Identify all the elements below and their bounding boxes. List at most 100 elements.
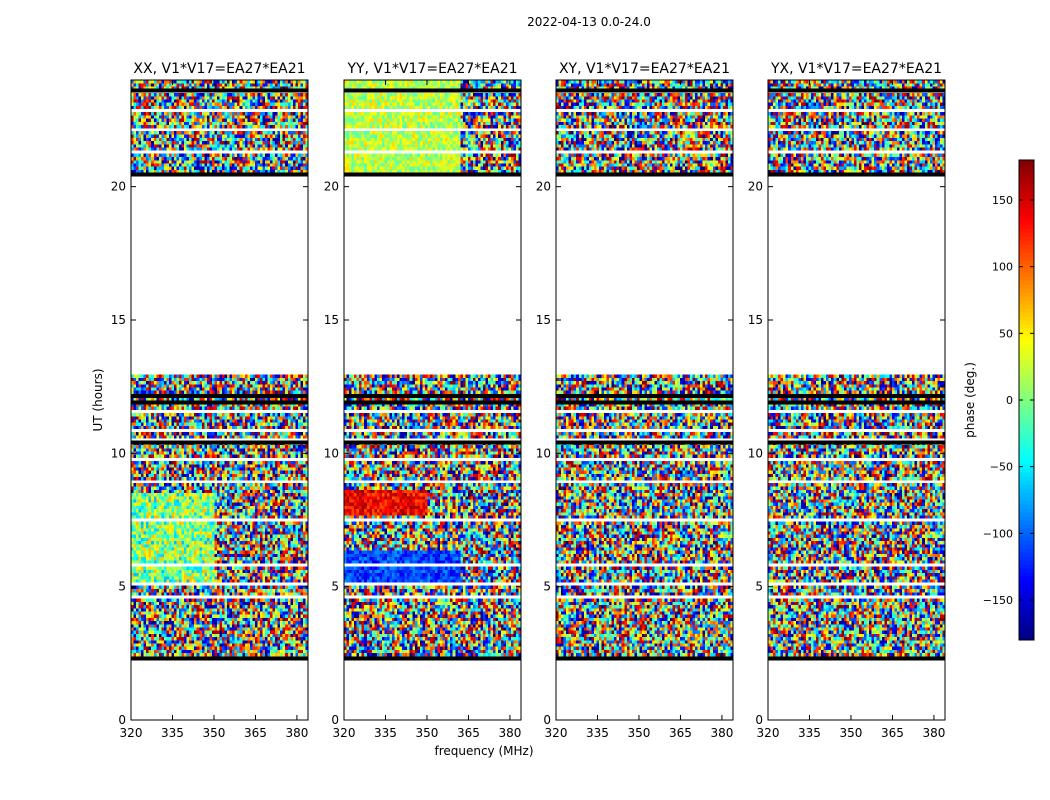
colorbar-swatch: [1019, 296, 1034, 301]
colorbar-swatch: [1019, 412, 1034, 417]
colorbar-tick-label: −50: [990, 461, 1013, 474]
colorbar-swatch: [1019, 404, 1034, 409]
y-tick-label: 20: [324, 180, 339, 194]
colorbar-swatch: [1019, 392, 1034, 397]
colorbar-swatch: [1019, 616, 1034, 621]
colorbar-swatch: [1019, 520, 1034, 525]
colorbar-swatch: [1019, 628, 1034, 633]
colorbar-swatch: [1019, 352, 1034, 357]
colorbar-swatch: [1019, 284, 1034, 289]
colorbar-swatch: [1019, 544, 1034, 549]
x-tick-label: 380: [498, 726, 521, 740]
colorbar-swatch: [1019, 364, 1034, 369]
y-tick-label: 0: [331, 713, 339, 727]
panel-title: YY, V1*V17=EA27*EA21: [346, 61, 517, 77]
colorbar-swatch: [1019, 472, 1034, 477]
colorbar-swatch: [1019, 584, 1034, 589]
colorbar-swatch: [1019, 532, 1034, 537]
colorbar-swatch: [1019, 456, 1034, 461]
colorbar-swatch: [1019, 504, 1034, 509]
colorbar-swatch: [1019, 292, 1034, 297]
colorbar-swatch: [1019, 556, 1034, 561]
colorbar-swatch: [1019, 216, 1034, 221]
y-tick-label: 5: [331, 580, 339, 594]
colorbar-swatch: [1019, 244, 1034, 249]
colorbar-swatch: [1019, 536, 1034, 541]
colorbar-swatch: [1019, 408, 1034, 413]
x-tick-label: 350: [840, 726, 863, 740]
colorbar-swatch: [1019, 552, 1034, 557]
colorbar-swatch: [1019, 528, 1034, 533]
x-tick-label: 365: [669, 726, 692, 740]
colorbar-swatch: [1019, 484, 1034, 489]
y-tick-label: 10: [536, 446, 551, 460]
colorbar-tick-label: 150: [992, 194, 1013, 207]
x-tick-label: 380: [285, 726, 308, 740]
x-tick-label: 320: [333, 726, 356, 740]
colorbar-swatch: [1019, 224, 1034, 229]
colorbar-swatch: [1019, 252, 1034, 257]
colorbar-swatch: [1019, 220, 1034, 225]
colorbar-swatch: [1019, 304, 1034, 309]
y-tick-label: 0: [543, 713, 551, 727]
colorbar-swatch: [1019, 316, 1034, 321]
panel-title: XY, V1*V17=EA27*EA21: [559, 61, 730, 77]
colorbar-swatch: [1019, 476, 1034, 481]
colorbar-swatch: [1019, 436, 1034, 441]
colorbar-swatch: [1019, 620, 1034, 625]
colorbar-swatch: [1019, 228, 1034, 233]
colorbar-tick-label: −100: [983, 527, 1013, 540]
x-tick-label: 350: [628, 726, 651, 740]
colorbar-swatch: [1019, 608, 1034, 613]
x-tick-label: 365: [244, 726, 267, 740]
colorbar-swatch: [1019, 420, 1034, 425]
colorbar-swatch: [1019, 564, 1034, 569]
x-tick-label: 320: [757, 726, 780, 740]
x-tick-label: 335: [798, 726, 821, 740]
y-axis-label: UT (hours): [91, 368, 105, 431]
colorbar-swatch: [1019, 440, 1034, 445]
colorbar-swatch: [1019, 508, 1034, 513]
colorbar-swatch: [1019, 248, 1034, 253]
colorbar-swatch: [1019, 524, 1034, 529]
colorbar-swatch: [1019, 240, 1034, 245]
colorbar-swatch: [1019, 336, 1034, 341]
colorbar-swatch: [1019, 612, 1034, 617]
colorbar-swatch: [1019, 460, 1034, 465]
colorbar-swatch: [1019, 388, 1034, 393]
colorbar-swatch: [1019, 448, 1034, 453]
colorbar-swatch: [1019, 340, 1034, 345]
colorbar-swatch: [1019, 312, 1034, 317]
colorbar-swatch: [1019, 332, 1034, 337]
colorbar-swatch: [1019, 588, 1034, 593]
colorbar-swatch: [1019, 480, 1034, 485]
y-tick-label: 5: [543, 580, 551, 594]
colorbar-swatch: [1019, 632, 1034, 637]
colorbar-swatch: [1019, 200, 1034, 205]
y-tick-label: 20: [748, 180, 763, 194]
x-tick-label: 335: [374, 726, 397, 740]
colorbar-swatch: [1019, 276, 1034, 281]
y-tick-label: 15: [111, 313, 126, 327]
colorbar-swatch: [1019, 560, 1034, 565]
colorbar-swatch: [1019, 308, 1034, 313]
colorbar-swatch: [1019, 576, 1034, 581]
y-tick-label: 10: [111, 446, 126, 460]
colorbar-swatch: [1019, 176, 1034, 181]
colorbar-swatch: [1019, 380, 1034, 385]
colorbar-swatch: [1019, 376, 1034, 381]
colorbar-swatch: [1019, 160, 1034, 165]
colorbar-swatch: [1019, 572, 1034, 577]
colorbar-swatch: [1019, 328, 1034, 333]
x-tick-label: 365: [881, 726, 904, 740]
colorbar-swatch: [1019, 344, 1034, 349]
y-tick-label: 0: [118, 713, 126, 727]
colorbar-swatch: [1019, 600, 1034, 605]
colorbar-label: phase (deg.): [963, 362, 977, 438]
x-axis-label: frequency (MHz): [434, 744, 533, 758]
colorbar-tick-label: 100: [992, 261, 1013, 274]
